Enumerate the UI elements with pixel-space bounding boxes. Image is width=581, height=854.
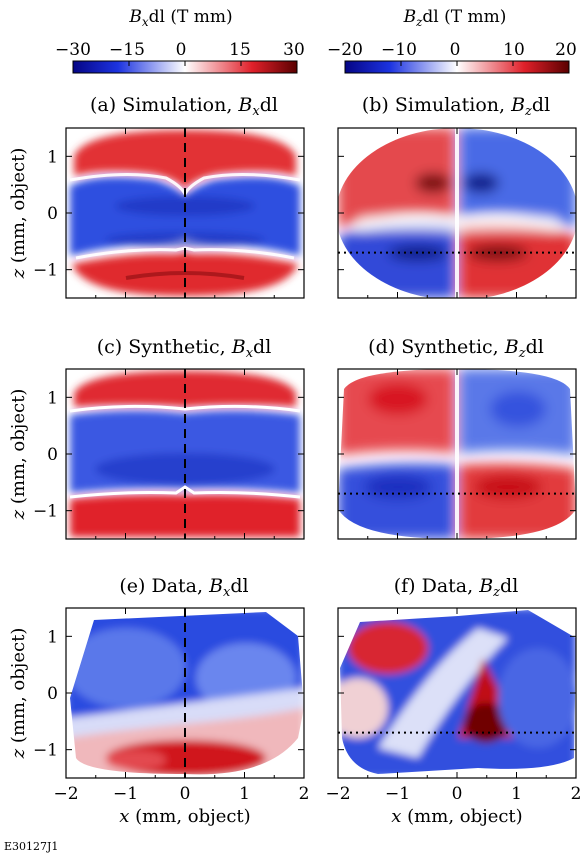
panel-b-heatmap	[338, 128, 576, 298]
colorbar-bx-label: Bxdl (T mm)	[128, 7, 232, 29]
z-tick-label: 0	[47, 445, 58, 465]
colorbar-bx-ticks: −30 −15 0 15 30	[55, 40, 305, 60]
panel-title-c: (c) Synthetic, Bxdl	[97, 336, 272, 361]
z-tick-label: 1	[47, 147, 58, 167]
cbar-bx-tick: −15	[109, 40, 145, 60]
x-tick-label: −1	[385, 784, 410, 804]
x-tick-label: 1	[511, 784, 522, 804]
panel-title-a: (a) Simulation, Bxdl	[90, 94, 278, 119]
cbar-bx-tick: 30	[283, 40, 305, 60]
colorbar-bz-ticks: −20 −10 0 10 20	[327, 40, 577, 60]
x-tick-label: 0	[452, 784, 463, 804]
figure-id: E30127J1	[4, 840, 58, 853]
cbar-bz-tick: 10	[503, 40, 525, 60]
z-tick-label: 1	[47, 388, 58, 408]
z-axis-label: z (mm, object)	[8, 148, 29, 280]
x-tick-label: −2	[53, 784, 78, 804]
x-tick-label: 0	[180, 784, 191, 804]
x-tick-label: 2	[299, 784, 310, 804]
panel-f-heatmap	[338, 608, 576, 778]
panel-title-f: (f) Data, Bzdl	[394, 575, 519, 600]
panel-e-heatmap	[66, 608, 304, 778]
x-tick-label: −2	[325, 784, 350, 804]
x-tick-label: 1	[239, 784, 250, 804]
z-tick-label: 0	[47, 204, 58, 224]
z-tick-label: −1	[33, 502, 58, 522]
colorbar-bz-label: Bzdl (T mm)	[403, 7, 507, 29]
panel-a-heatmap	[66, 128, 304, 298]
x-axis-label: x (mm, object)	[391, 806, 522, 827]
x-tick-label: 2	[571, 784, 581, 804]
z-axis-label: z (mm, object)	[8, 628, 29, 760]
panel-c-heatmap	[66, 369, 304, 539]
panel-title-d: (d) Synthetic, Bzdl	[368, 336, 544, 361]
x-axis-label: x (mm, object)	[119, 806, 250, 827]
z-axis-label: z (mm, object)	[8, 389, 29, 521]
cbar-bx-tick: 15	[229, 40, 251, 60]
cbar-bz-tick: 0	[450, 40, 461, 60]
cbar-bz-tick: 20	[555, 40, 577, 60]
z-tick-label: 0	[47, 684, 58, 704]
panel-title-b: (b) Simulation, Bzdl	[362, 94, 550, 119]
z-tick-label: −1	[33, 261, 58, 281]
z-tick-label: −1	[33, 741, 58, 761]
cbar-bz-tick: −10	[381, 40, 417, 60]
cbar-bx-tick: −30	[55, 40, 91, 60]
cbar-bz-tick: −20	[327, 40, 363, 60]
z-tick-label: 1	[47, 627, 58, 647]
panel-d-heatmap	[338, 369, 576, 539]
panel-title-e: (e) Data, Bxdl	[119, 575, 248, 600]
x-tick-label: −1	[113, 784, 138, 804]
cbar-bx-tick: 0	[176, 40, 187, 60]
